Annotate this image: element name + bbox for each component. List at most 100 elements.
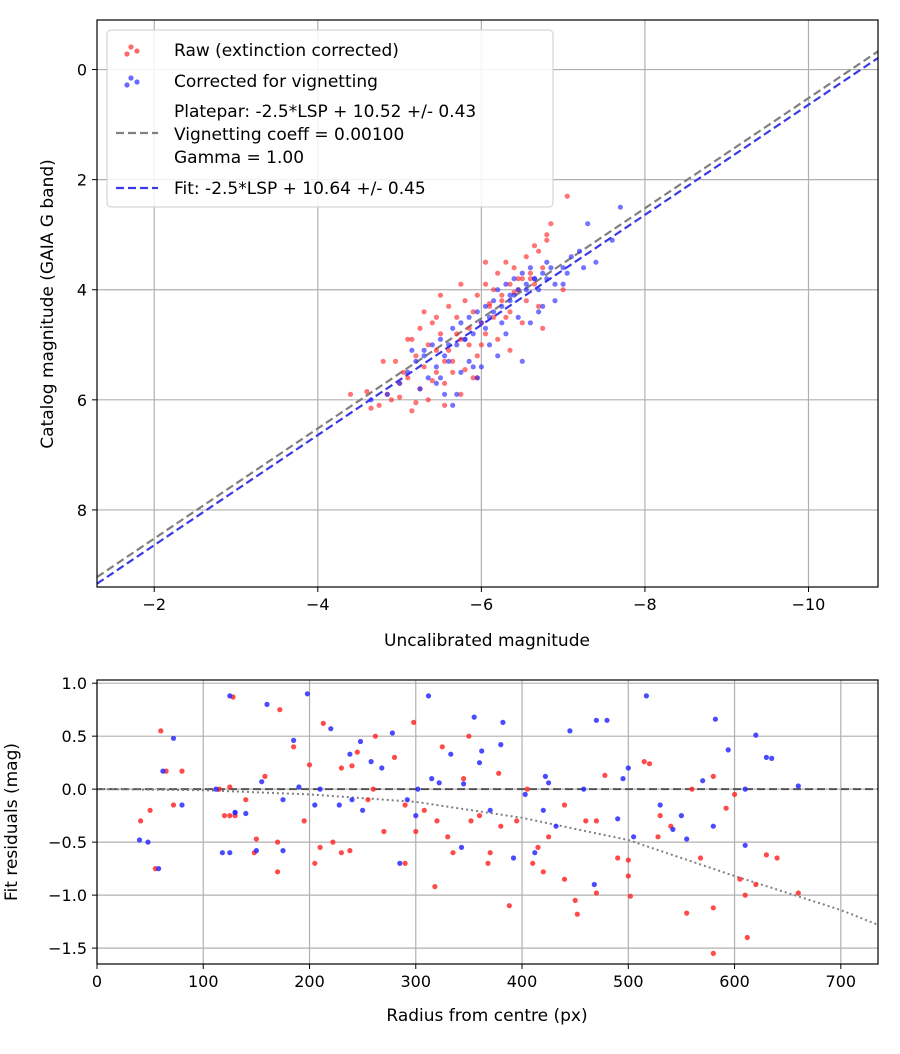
y-tick-label: −0.5 [48,833,87,852]
corrected-point [156,866,162,872]
corrected-point [684,836,690,842]
corrected-point [466,358,472,364]
corrected-point [769,755,775,762]
raw-point [515,276,521,282]
raw-point [572,897,578,904]
corrected-point [170,735,177,741]
raw-point [458,281,464,287]
raw-point [506,903,512,909]
raw-point [221,813,228,819]
corrected-point [433,380,439,386]
legend-platepar-label-3: Gamma = 1.00 [174,148,304,168]
corrected-point [552,298,558,304]
raw-point [527,270,534,276]
corrected-point [429,776,435,782]
corrected-point [474,375,480,381]
corrected-point [540,303,546,309]
corrected-point [498,742,504,748]
corrected-point [317,786,323,792]
raw-point [519,276,525,282]
corrected-point [421,353,427,359]
raw-point [564,193,570,199]
y-tick-label: 0 [77,61,87,80]
y-tick-label: 0.5 [62,727,87,746]
raw-point [503,314,509,320]
raw-point [450,358,456,364]
raw-point [496,770,502,776]
raw-point [527,276,534,282]
corrected-point [591,881,597,888]
raw-point [684,910,690,916]
raw-point [380,358,386,364]
y-tick-label: 8 [77,501,87,520]
corrected-point [264,701,270,708]
raw-point [742,892,748,898]
corrected-point [368,397,374,403]
corrected-point [486,314,493,320]
corrected-point [609,237,615,243]
corrected-point [336,802,342,808]
raw-point [354,749,360,755]
raw-point [347,391,354,397]
raw-point [437,331,444,337]
raw-point [544,237,550,243]
raw-point [507,347,513,353]
raw-point [625,857,631,863]
raw-point [421,807,427,813]
y-tick-label: 2 [77,171,87,190]
top-fit-lines [97,50,878,585]
raw-point [795,890,801,896]
raw-point [482,259,489,265]
raw-point [523,298,529,304]
raw-point [433,369,439,375]
corrected-point [349,797,355,803]
raw-point [425,397,431,403]
corrected-point [491,298,497,304]
raw-point [320,720,326,727]
raw-point [519,320,525,326]
corrected-point [476,760,483,766]
raw-point [615,855,621,861]
x-tick-label: 400 [507,972,538,991]
raw-point [301,818,307,824]
raw-point [540,325,546,331]
corrected-point [405,369,411,375]
raw-point [312,860,318,866]
corrected-point [482,303,489,309]
corrected-point [515,287,521,293]
legend-item-fit: Fit: -2.5*LSP + 10.64 +/- 0.45 [116,179,426,199]
top-axis-ticks: −2 −4 −6 −8 −10 0 2 4 6 8 [77,61,826,614]
corrected-point [479,748,485,754]
corrected-point [495,287,501,293]
top-plot-frame [96,19,879,588]
raw-point [227,813,233,819]
corrected-point [670,826,676,833]
raw-point [523,254,529,260]
raw-point [275,839,281,845]
corrected-point [507,298,513,304]
raw-point [474,292,480,298]
raw-point [413,828,419,835]
corrected-point [507,292,513,298]
corrected-point [546,780,552,786]
corrected-point [725,747,731,753]
corrected-point [519,270,525,276]
corrected-point [413,358,419,364]
corrected-point [700,778,706,784]
corrected-point [368,759,374,765]
corrected-point [160,768,166,774]
x-tick-label: −2 [142,595,166,614]
legend-item-raw: Raw (extinction corrected) [124,41,399,61]
raw-point [381,828,387,835]
raw-point [376,402,382,408]
corrected-point [470,364,476,370]
raw-point [763,852,770,858]
raw-point [546,834,552,840]
raw-point [561,876,568,882]
corrected-point [446,358,452,364]
corrected-point [454,342,460,348]
legend-item-corrected: Corrected for vignetting [124,72,378,92]
raw-point [433,314,439,320]
raw-point [462,367,468,373]
